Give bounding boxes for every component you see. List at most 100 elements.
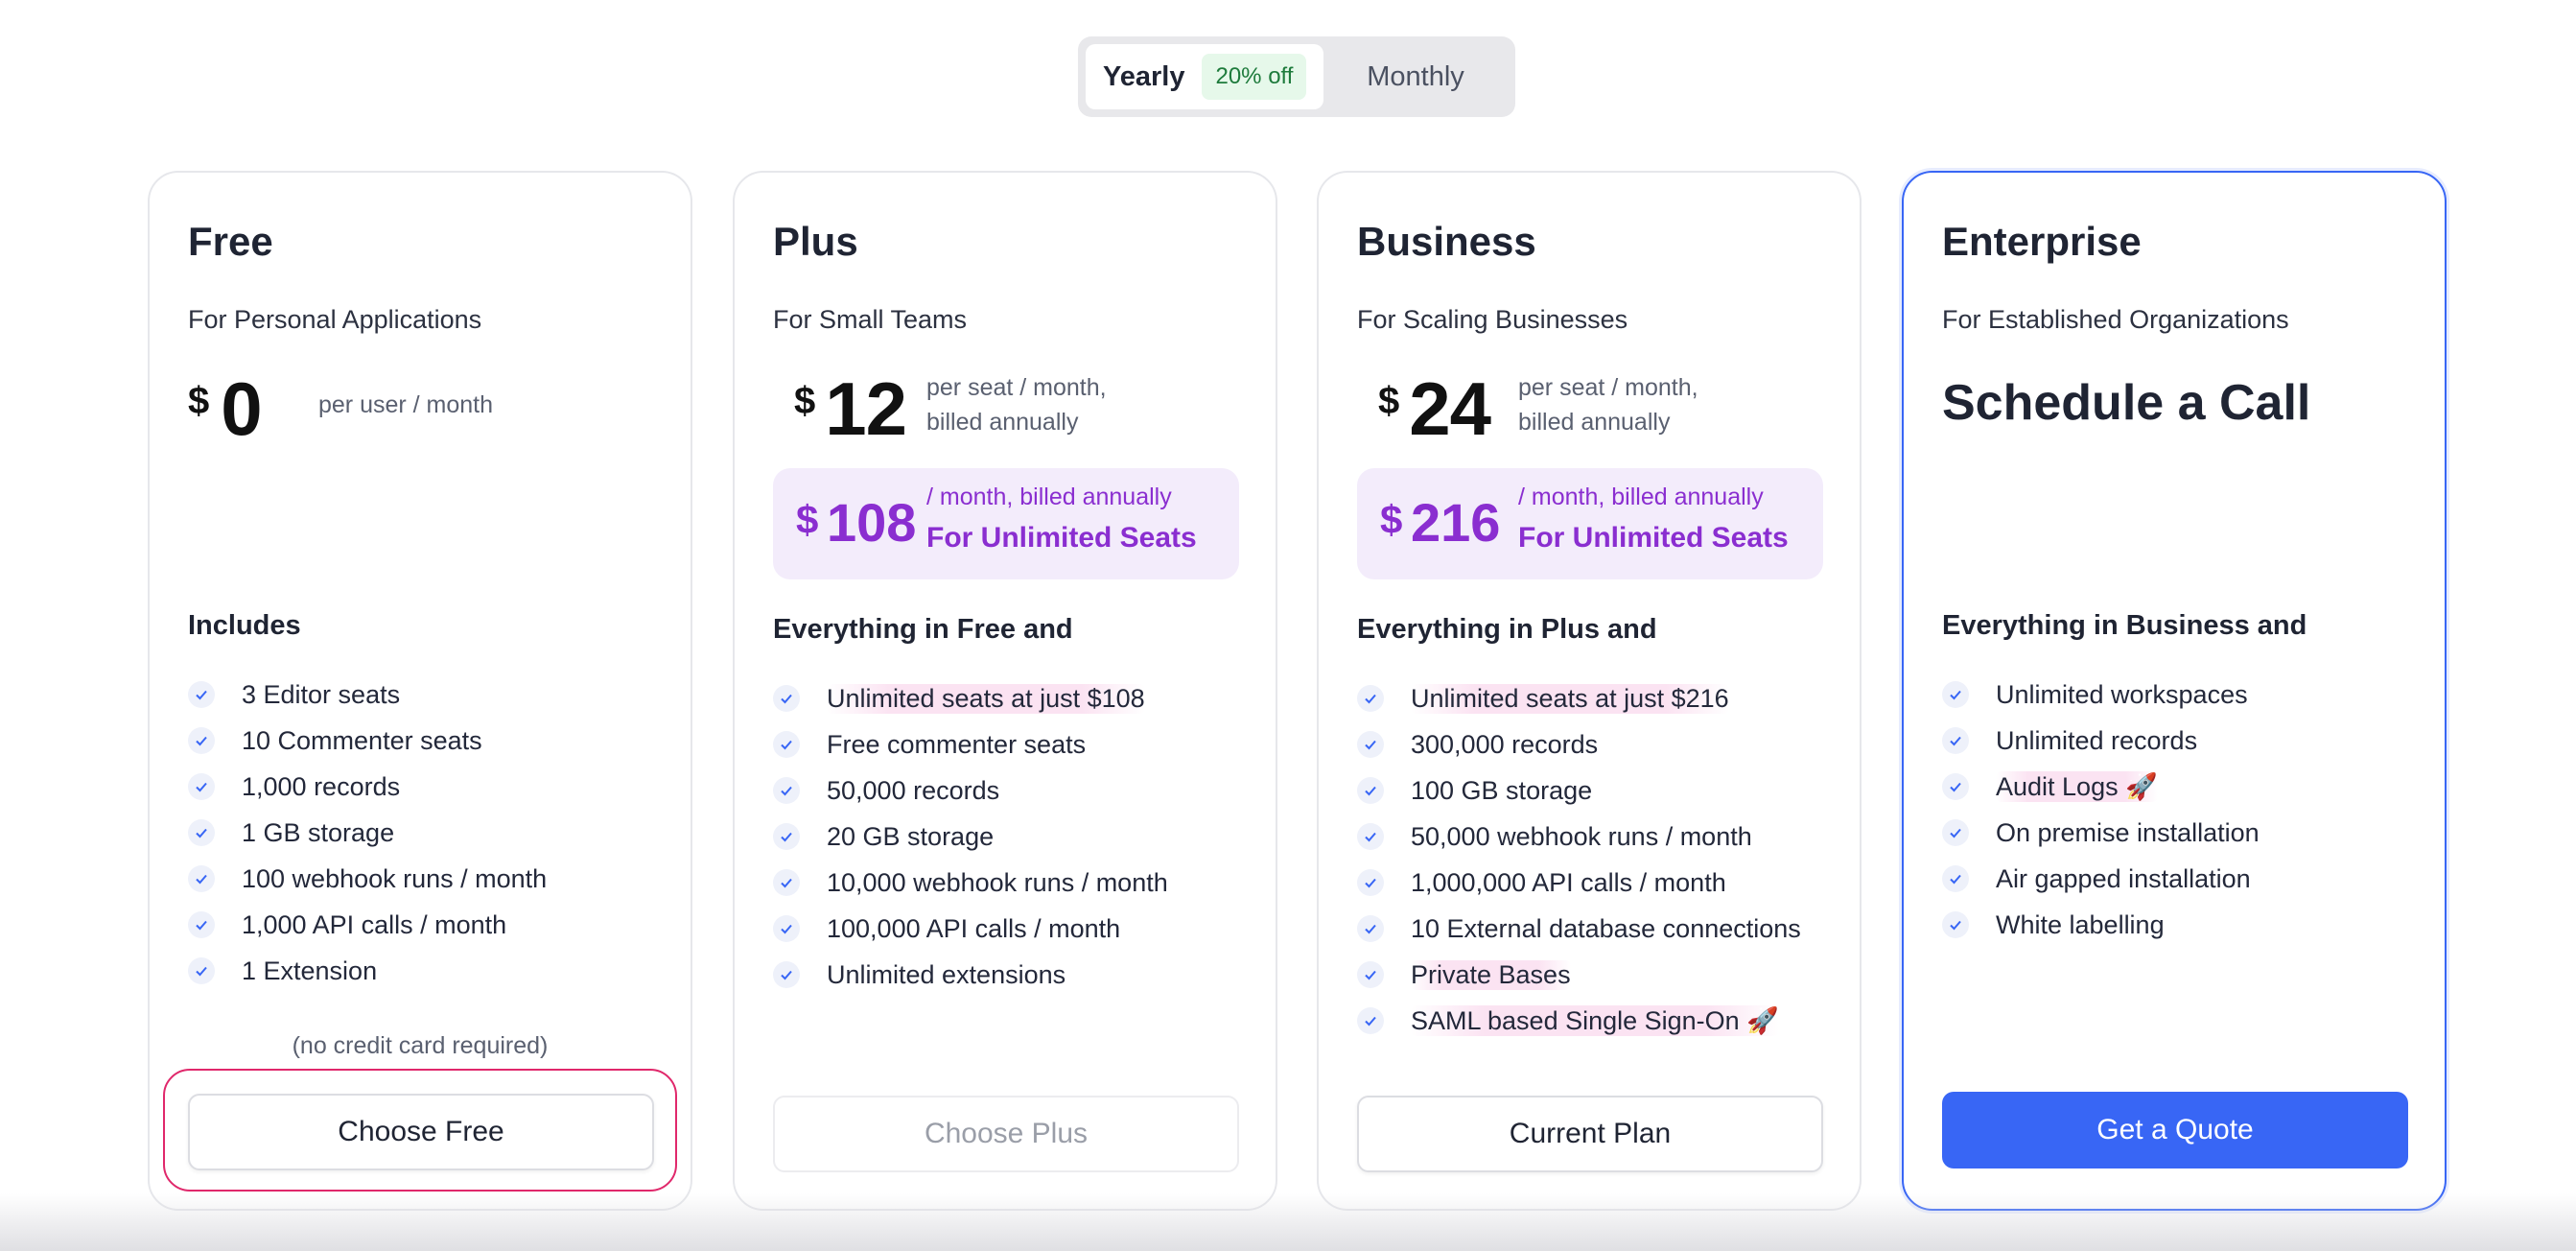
feature-item: 3 Editor seats [188, 672, 547, 718]
feature-text: 10 External database connections [1411, 913, 1801, 943]
feature-text: 1 Extension [242, 956, 378, 985]
feature-item: Free commenter seats [773, 721, 1168, 767]
check-icon [1942, 681, 1969, 708]
price-amount: 12 [825, 366, 907, 451]
check-icon [1357, 1007, 1384, 1034]
feature-item: 100 webhook runs / month [188, 856, 547, 902]
feature-item: 10,000 webhook runs / month [773, 860, 1168, 906]
unlimited-seats-box: $ 108 / month, billed annually For Unlim… [773, 468, 1239, 579]
feature-list: Unlimited seats at just $216 300,000 rec… [1357, 675, 1801, 1044]
check-icon [773, 777, 800, 804]
feature-item: SAML based Single Sign-On 🚀 [1357, 998, 1801, 1044]
feature-text: 3 Editor seats [242, 679, 401, 709]
feature-text: Unlimited extensions [827, 959, 1066, 989]
check-icon [1357, 731, 1384, 758]
bottom-fade [0, 1193, 2576, 1251]
feature-item: 100,000 API calls / month [773, 906, 1168, 952]
price-note-line1: per seat / month, [1518, 374, 1698, 401]
yearly-label: Yearly [1103, 60, 1185, 92]
feature-text: 100 GB storage [1411, 775, 1593, 805]
feature-text: SAML based Single Sign-On 🚀 [1411, 1005, 1779, 1036]
price-note: per user / month [318, 391, 494, 418]
feature-text: Audit Logs 🚀 [1996, 771, 2158, 802]
feature-text: 100 webhook runs / month [242, 863, 548, 893]
check-icon [188, 681, 215, 708]
feature-text: Air gapped installation [1996, 863, 2251, 893]
check-icon [188, 819, 215, 846]
discount-badge: 20% off [1202, 54, 1307, 100]
unlimited-currency: $ [796, 497, 819, 542]
check-icon [1942, 865, 1969, 892]
feature-text: Unlimited seats at just $108 [827, 683, 1145, 714]
feature-text: 20 GB storage [827, 821, 995, 851]
feature-item: Unlimited seats at just $108 [773, 675, 1168, 721]
feature-list: 3 Editor seats 10 Commenter seats 1,000 … [188, 672, 547, 994]
plan-name: Enterprise [1942, 219, 2142, 264]
section-title: Everything in Business and [1942, 610, 2307, 641]
feature-text: 10 Commenter seats [242, 725, 482, 755]
check-icon [1357, 915, 1384, 942]
check-icon [188, 911, 215, 938]
plan-name: Business [1357, 219, 1536, 264]
check-icon [773, 731, 800, 758]
check-icon [773, 823, 800, 850]
feature-item: Private Bases [1357, 952, 1801, 998]
no-credit-card-note: (no credit card required) [292, 1032, 549, 1059]
yearly-option[interactable]: Yearly 20% off [1086, 44, 1323, 109]
plan-subtitle: For Small Teams [773, 305, 968, 334]
plan-subtitle: For Personal Applications [188, 305, 482, 334]
billing-toggle: Yearly 20% off Monthly [1078, 36, 1515, 117]
choose-plus-button[interactable]: Choose Plus [773, 1096, 1239, 1172]
price-note-line2: billed annually [1518, 409, 1671, 436]
unlimited-price: 108 [827, 492, 917, 553]
plan-card-plus: Plus For Small Teams $ 12 per seat / mon… [733, 171, 1277, 1211]
plan-subtitle: For Established Organizations [1942, 305, 2289, 334]
get-a-quote-button[interactable]: Get a Quote [1942, 1092, 2408, 1168]
choose-free-button[interactable]: Choose Free [188, 1094, 654, 1170]
feature-item: Air gapped installation [1942, 856, 2260, 902]
feature-text: Free commenter seats [827, 729, 1087, 759]
plan-subtitle: For Scaling Businesses [1357, 305, 1628, 334]
feature-text: 50,000 records [827, 775, 1000, 805]
check-icon [1357, 777, 1384, 804]
feature-item: 10 External database connections [1357, 906, 1801, 952]
feature-text: On premise installation [1996, 817, 2260, 847]
check-icon [773, 915, 800, 942]
feature-text: 1,000,000 API calls / month [1411, 867, 1726, 897]
feature-item: 1 GB storage [188, 810, 547, 856]
check-icon [188, 957, 215, 984]
plan-card-free: Free For Personal Applications $ 0 per u… [148, 171, 692, 1211]
plan-card-enterprise: Enterprise For Established Organizations… [1902, 171, 2447, 1211]
price-currency: $ [1378, 380, 1400, 422]
plan-name: Free [188, 219, 273, 264]
unlimited-note: / month, billed annually [926, 484, 1172, 510]
monthly-option[interactable]: Monthly [1367, 60, 1464, 92]
feature-text: 1 GB storage [242, 817, 395, 847]
price-currency: $ [794, 380, 816, 422]
check-icon [1942, 819, 1969, 846]
feature-item: Unlimited seats at just $216 [1357, 675, 1801, 721]
check-icon [773, 961, 800, 988]
unlimited-currency: $ [1380, 497, 1403, 542]
plan-card-business: Business For Scaling Businesses $ 24 per… [1317, 171, 1862, 1211]
check-icon [188, 865, 215, 892]
price-currency: $ [188, 380, 210, 422]
feature-list: Unlimited seats at just $108 Free commen… [773, 675, 1168, 998]
check-icon [773, 869, 800, 896]
feature-text: 1,000 API calls / month [242, 909, 507, 939]
check-icon [1357, 685, 1384, 712]
price-amount: 24 [1409, 366, 1491, 451]
price-note: per seat / month, billed annually [926, 370, 1107, 439]
check-icon [1357, 869, 1384, 896]
price-amount: 0 [221, 366, 262, 451]
price-note-line2: billed annually [926, 409, 1079, 436]
section-title: Includes [188, 610, 301, 641]
unlimited-price: 216 [1411, 492, 1501, 553]
price: $ 0 [188, 366, 263, 451]
check-icon [1357, 823, 1384, 850]
check-icon [1942, 727, 1969, 754]
current-plan-button[interactable]: Current Plan [1357, 1096, 1823, 1172]
feature-item: 300,000 records [1357, 721, 1801, 767]
feature-item: Unlimited records [1942, 718, 2260, 764]
feature-item: 1 Extension [188, 948, 547, 994]
